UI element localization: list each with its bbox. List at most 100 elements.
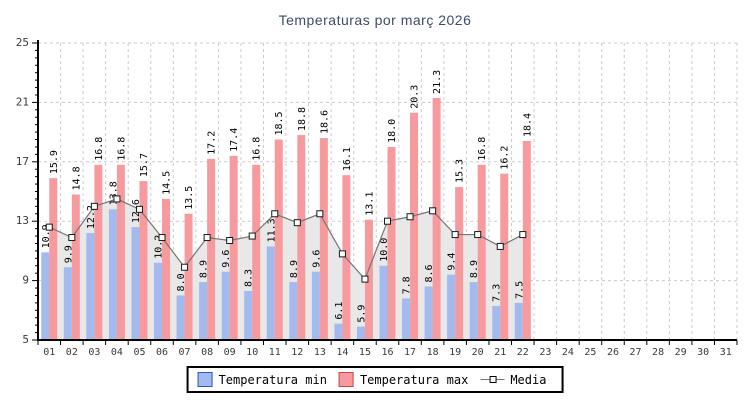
bar-max-18[interactable] (432, 97, 441, 340)
bar-min-05[interactable] (131, 227, 140, 340)
x-tick-label: 10 (246, 347, 258, 358)
bar-max-17[interactable] (410, 112, 419, 340)
bar-max-22[interactable] (522, 141, 531, 340)
bar-min-02[interactable] (63, 267, 72, 340)
value-label-min: 8.0 (176, 273, 187, 291)
bar-max-06[interactable] (162, 198, 171, 340)
value-label-max: 18.5 (274, 111, 285, 135)
bar-max-04[interactable] (116, 164, 125, 340)
value-label-min: 7.3 (492, 284, 503, 302)
bar-max-15[interactable] (364, 219, 373, 340)
media-marker[interactable] (248, 232, 256, 240)
x-tick-label: 18 (427, 347, 439, 358)
bar-max-08[interactable] (207, 158, 216, 340)
media-marker[interactable] (338, 250, 346, 258)
media-marker[interactable] (90, 202, 98, 210)
value-label-min: 12.2 (86, 205, 97, 229)
bar-min-19[interactable] (447, 274, 456, 340)
bar-min-06[interactable] (154, 262, 163, 340)
value-label-max: 13.1 (364, 192, 375, 216)
value-label-min: 7.5 (514, 281, 525, 299)
media-marker[interactable] (226, 237, 234, 245)
x-tick-label: 31 (720, 347, 732, 358)
bar-max-03[interactable] (94, 164, 103, 340)
x-tick-label: 22 (517, 347, 529, 358)
x-tick-label: 15 (359, 347, 371, 358)
media-marker[interactable] (135, 205, 143, 213)
media-marker[interactable] (45, 223, 53, 231)
x-tick-label: 12 (291, 347, 303, 358)
media-marker[interactable] (113, 195, 121, 203)
bar-min-09[interactable] (221, 271, 230, 340)
x-tick-label: 17 (404, 347, 416, 358)
media-marker[interactable] (271, 210, 279, 218)
media-marker[interactable] (451, 231, 459, 239)
x-tick-label: 19 (449, 347, 461, 358)
bar-min-01[interactable] (41, 252, 50, 340)
bar-min-04[interactable] (108, 209, 117, 340)
min-bars-series (41, 209, 523, 340)
value-label-max: 16.8 (116, 137, 127, 161)
bar-max-11[interactable] (274, 139, 283, 340)
bar-max-01[interactable] (49, 178, 58, 340)
x-tick-label: 08 (201, 347, 213, 358)
bar-max-13[interactable] (319, 138, 328, 340)
bar-min-13[interactable] (311, 271, 320, 340)
bar-max-05[interactable] (139, 181, 148, 340)
media-marker[interactable] (429, 207, 437, 215)
bar-min-12[interactable] (289, 282, 298, 340)
bar-max-21[interactable] (500, 173, 509, 340)
x-tick-label: 07 (179, 347, 191, 358)
media-marker[interactable] (384, 217, 391, 225)
bar-max-10[interactable] (252, 164, 261, 340)
bar-min-08[interactable] (199, 282, 208, 340)
bar-min-14[interactable] (334, 323, 343, 340)
media-marker[interactable] (519, 231, 527, 239)
bar-max-09[interactable] (229, 155, 238, 340)
x-tick-label: 24 (562, 347, 574, 358)
value-label-max: 18.8 (297, 107, 308, 131)
media-marker[interactable] (361, 275, 369, 283)
bar-min-11[interactable] (266, 246, 275, 340)
media-marker[interactable] (406, 213, 414, 221)
media-marker[interactable] (181, 263, 189, 271)
media-marker[interactable] (293, 219, 301, 227)
value-label-max: 16.2 (500, 146, 511, 170)
value-label-min: 8.9 (289, 260, 300, 278)
value-label-min: 8.6 (424, 264, 435, 282)
bar-min-07[interactable] (176, 295, 185, 340)
bar-min-10[interactable] (244, 290, 253, 340)
media-marker[interactable] (496, 242, 504, 250)
bar-max-02[interactable] (71, 194, 80, 340)
bar-max-16[interactable] (387, 146, 396, 340)
bar-max-07[interactable] (184, 213, 193, 340)
bar-min-18[interactable] (424, 286, 433, 340)
bar-min-20[interactable] (469, 282, 478, 340)
media-marker[interactable] (68, 234, 76, 242)
bar-min-16[interactable] (379, 265, 388, 340)
value-label-max: 16.8 (477, 137, 488, 161)
bar-min-15[interactable] (356, 326, 365, 340)
x-tick-label: 16 (381, 347, 393, 358)
bar-min-22[interactable] (514, 302, 523, 340)
bar-max-19[interactable] (455, 187, 464, 340)
value-label-min: 10.2 (154, 235, 165, 259)
x-tick-label: 01 (43, 347, 55, 358)
media-line-series (45, 195, 527, 283)
bar-min-21[interactable] (492, 305, 501, 340)
value-label-max: 15.3 (455, 159, 466, 183)
value-label-min: 11.3 (266, 218, 277, 242)
x-tick-label: 30 (697, 347, 709, 358)
value-labels: 10.915.99.914.812.216.813.816.812.615.71… (41, 70, 534, 323)
value-label-max: 16.1 (342, 147, 353, 171)
x-tick-label: 11 (269, 347, 281, 358)
media-marker[interactable] (474, 231, 482, 239)
bar-max-20[interactable] (477, 164, 486, 340)
bar-min-03[interactable] (86, 233, 95, 340)
media-marker[interactable] (203, 234, 211, 242)
media-marker[interactable] (316, 210, 324, 218)
bar-max-12[interactable] (297, 135, 306, 340)
bar-min-17[interactable] (402, 298, 411, 340)
media-marker[interactable] (158, 234, 166, 242)
value-label-max: 17.2 (207, 131, 218, 155)
